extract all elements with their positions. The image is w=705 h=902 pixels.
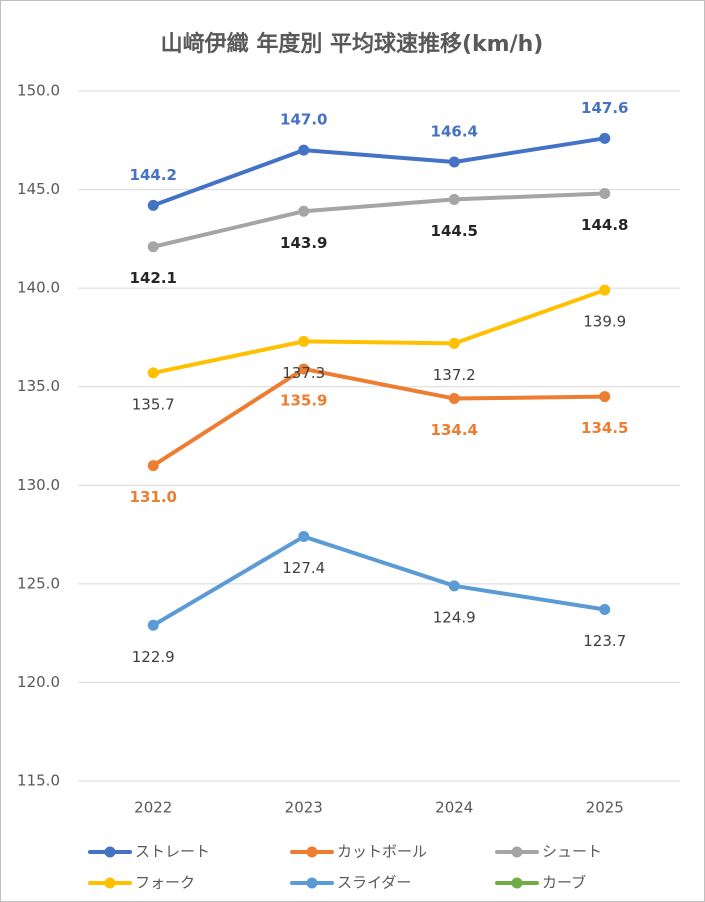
data-label: 137.3 [282, 364, 325, 382]
data-point [147, 619, 159, 631]
y-tick-label: 145.0 [17, 180, 60, 198]
data-label: 144.2 [130, 166, 177, 184]
data-label: 139.9 [583, 313, 626, 331]
data-label: 127.4 [282, 559, 325, 577]
data-label: 135.7 [132, 395, 175, 413]
data-point [147, 199, 159, 211]
y-tick-label: 135.0 [17, 377, 60, 395]
legend-label: ストレート [135, 843, 210, 861]
data-point [147, 367, 159, 379]
data-label: 123.7 [583, 632, 626, 650]
data-label: 134.5 [581, 419, 628, 437]
data-point [448, 193, 460, 205]
legend-label: スライダー [337, 874, 411, 892]
x-tick-label: 2023 [285, 799, 323, 817]
legend-label: シュート [542, 843, 602, 861]
data-point [448, 580, 460, 592]
data-label: 137.2 [433, 366, 476, 384]
data-point [298, 144, 310, 156]
data-label: 135.9 [280, 391, 327, 409]
series-line [151, 534, 607, 628]
data-point [599, 391, 611, 403]
legend-marker [511, 877, 523, 889]
legend-label: フォーク [135, 874, 195, 892]
data-point [448, 337, 460, 349]
legend-marker [306, 877, 318, 889]
data-point [298, 531, 310, 543]
x-tick-label: 2022 [134, 799, 172, 817]
series-line [151, 366, 607, 468]
y-tick-label: 120.0 [17, 673, 60, 691]
data-label: 146.4 [431, 122, 478, 140]
y-tick-label: 115.0 [17, 772, 60, 790]
data-point [448, 156, 460, 168]
x-tick-label: 2024 [435, 799, 473, 817]
data-point [147, 460, 159, 472]
data-label: 147.0 [280, 111, 327, 129]
x-tick-label: 2025 [586, 799, 624, 817]
data-point [448, 393, 460, 405]
legend-marker [104, 846, 116, 858]
data-point [298, 335, 310, 347]
data-label: 144.5 [431, 222, 478, 240]
series-line [151, 191, 607, 249]
data-point [147, 241, 159, 253]
legend-marker [104, 877, 116, 889]
data-label: 144.8 [581, 216, 628, 234]
legend-label: カーブ [542, 874, 586, 892]
data-label: 134.4 [431, 421, 478, 439]
y-tick-label: 130.0 [17, 476, 60, 494]
series-line [151, 288, 607, 375]
data-point [298, 205, 310, 217]
y-tick-label: 125.0 [17, 574, 60, 592]
data-label: 131.0 [130, 488, 177, 506]
data-point [599, 284, 611, 296]
y-tick-label: 140.0 [17, 279, 60, 297]
legend-marker [511, 846, 523, 858]
series-line [151, 136, 607, 208]
chart-title: 山﨑伊織 年度別 平均球速推移(km/h) [161, 31, 544, 57]
data-point [599, 132, 611, 144]
data-label: 143.9 [280, 234, 327, 252]
data-label: 147.6 [581, 99, 628, 117]
data-label: 142.1 [130, 269, 177, 287]
data-point [298, 363, 310, 375]
data-label: 124.9 [433, 608, 476, 626]
y-tick-label: 150.0 [17, 82, 60, 100]
legend-label: カットボール [337, 843, 427, 861]
data-label: 122.9 [132, 648, 175, 666]
legend-marker [306, 846, 318, 858]
data-point [599, 188, 611, 200]
data-point [599, 603, 611, 615]
